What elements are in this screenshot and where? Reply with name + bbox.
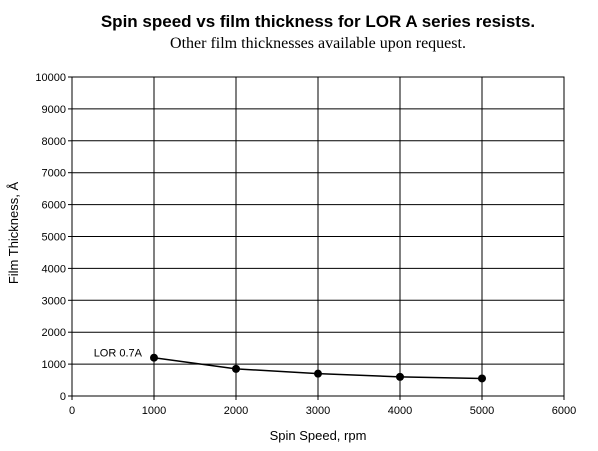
x-axis-label: Spin Speed, rpm (270, 428, 367, 443)
series-group: LOR 0.7A (94, 348, 486, 383)
x-axis-ticks: 0 1000 2000 3000 4000 5000 6000 (69, 396, 576, 417)
y-tick-label: 0 (60, 391, 66, 403)
y-tick-label: 3000 (42, 295, 66, 307)
data-point (314, 369, 322, 378)
chart-title: Spin speed vs film thickness for LOR A s… (101, 12, 535, 31)
y-tick-label: 7000 (42, 168, 66, 180)
y-tick-label: 9000 (42, 104, 66, 116)
series-label: LOR 0.7A (94, 348, 143, 360)
x-tick-label: 4000 (388, 405, 412, 417)
data-point (150, 353, 158, 362)
grid (72, 77, 564, 396)
data-point (232, 364, 240, 373)
y-tick-label: 1000 (42, 359, 66, 371)
data-point (478, 374, 486, 383)
x-tick-label: 3000 (306, 405, 330, 417)
x-tick-label: 6000 (552, 405, 576, 417)
y-tick-label: 5000 (42, 232, 66, 244)
x-tick-label: 0 (69, 405, 75, 417)
y-tick-label: 2000 (42, 327, 66, 339)
y-tick-label: 10000 (35, 72, 66, 84)
chart-subtitle: Other film thicknesses available upon re… (170, 35, 466, 52)
y-axis-ticks: 0 1000 2000 3000 4000 5000 6000 7000 8000 9000 100… (35, 72, 72, 403)
y-axis-label: Film Thickness, Å (6, 182, 21, 285)
x-tick-label: 5000 (470, 405, 494, 417)
y-tick-label: 4000 (42, 263, 66, 275)
x-tick-label: 2000 (224, 405, 248, 417)
y-tick-label: 6000 (42, 200, 66, 212)
x-tick-label: 1000 (142, 405, 166, 417)
data-point (396, 372, 404, 381)
y-tick-label: 8000 (42, 136, 66, 148)
